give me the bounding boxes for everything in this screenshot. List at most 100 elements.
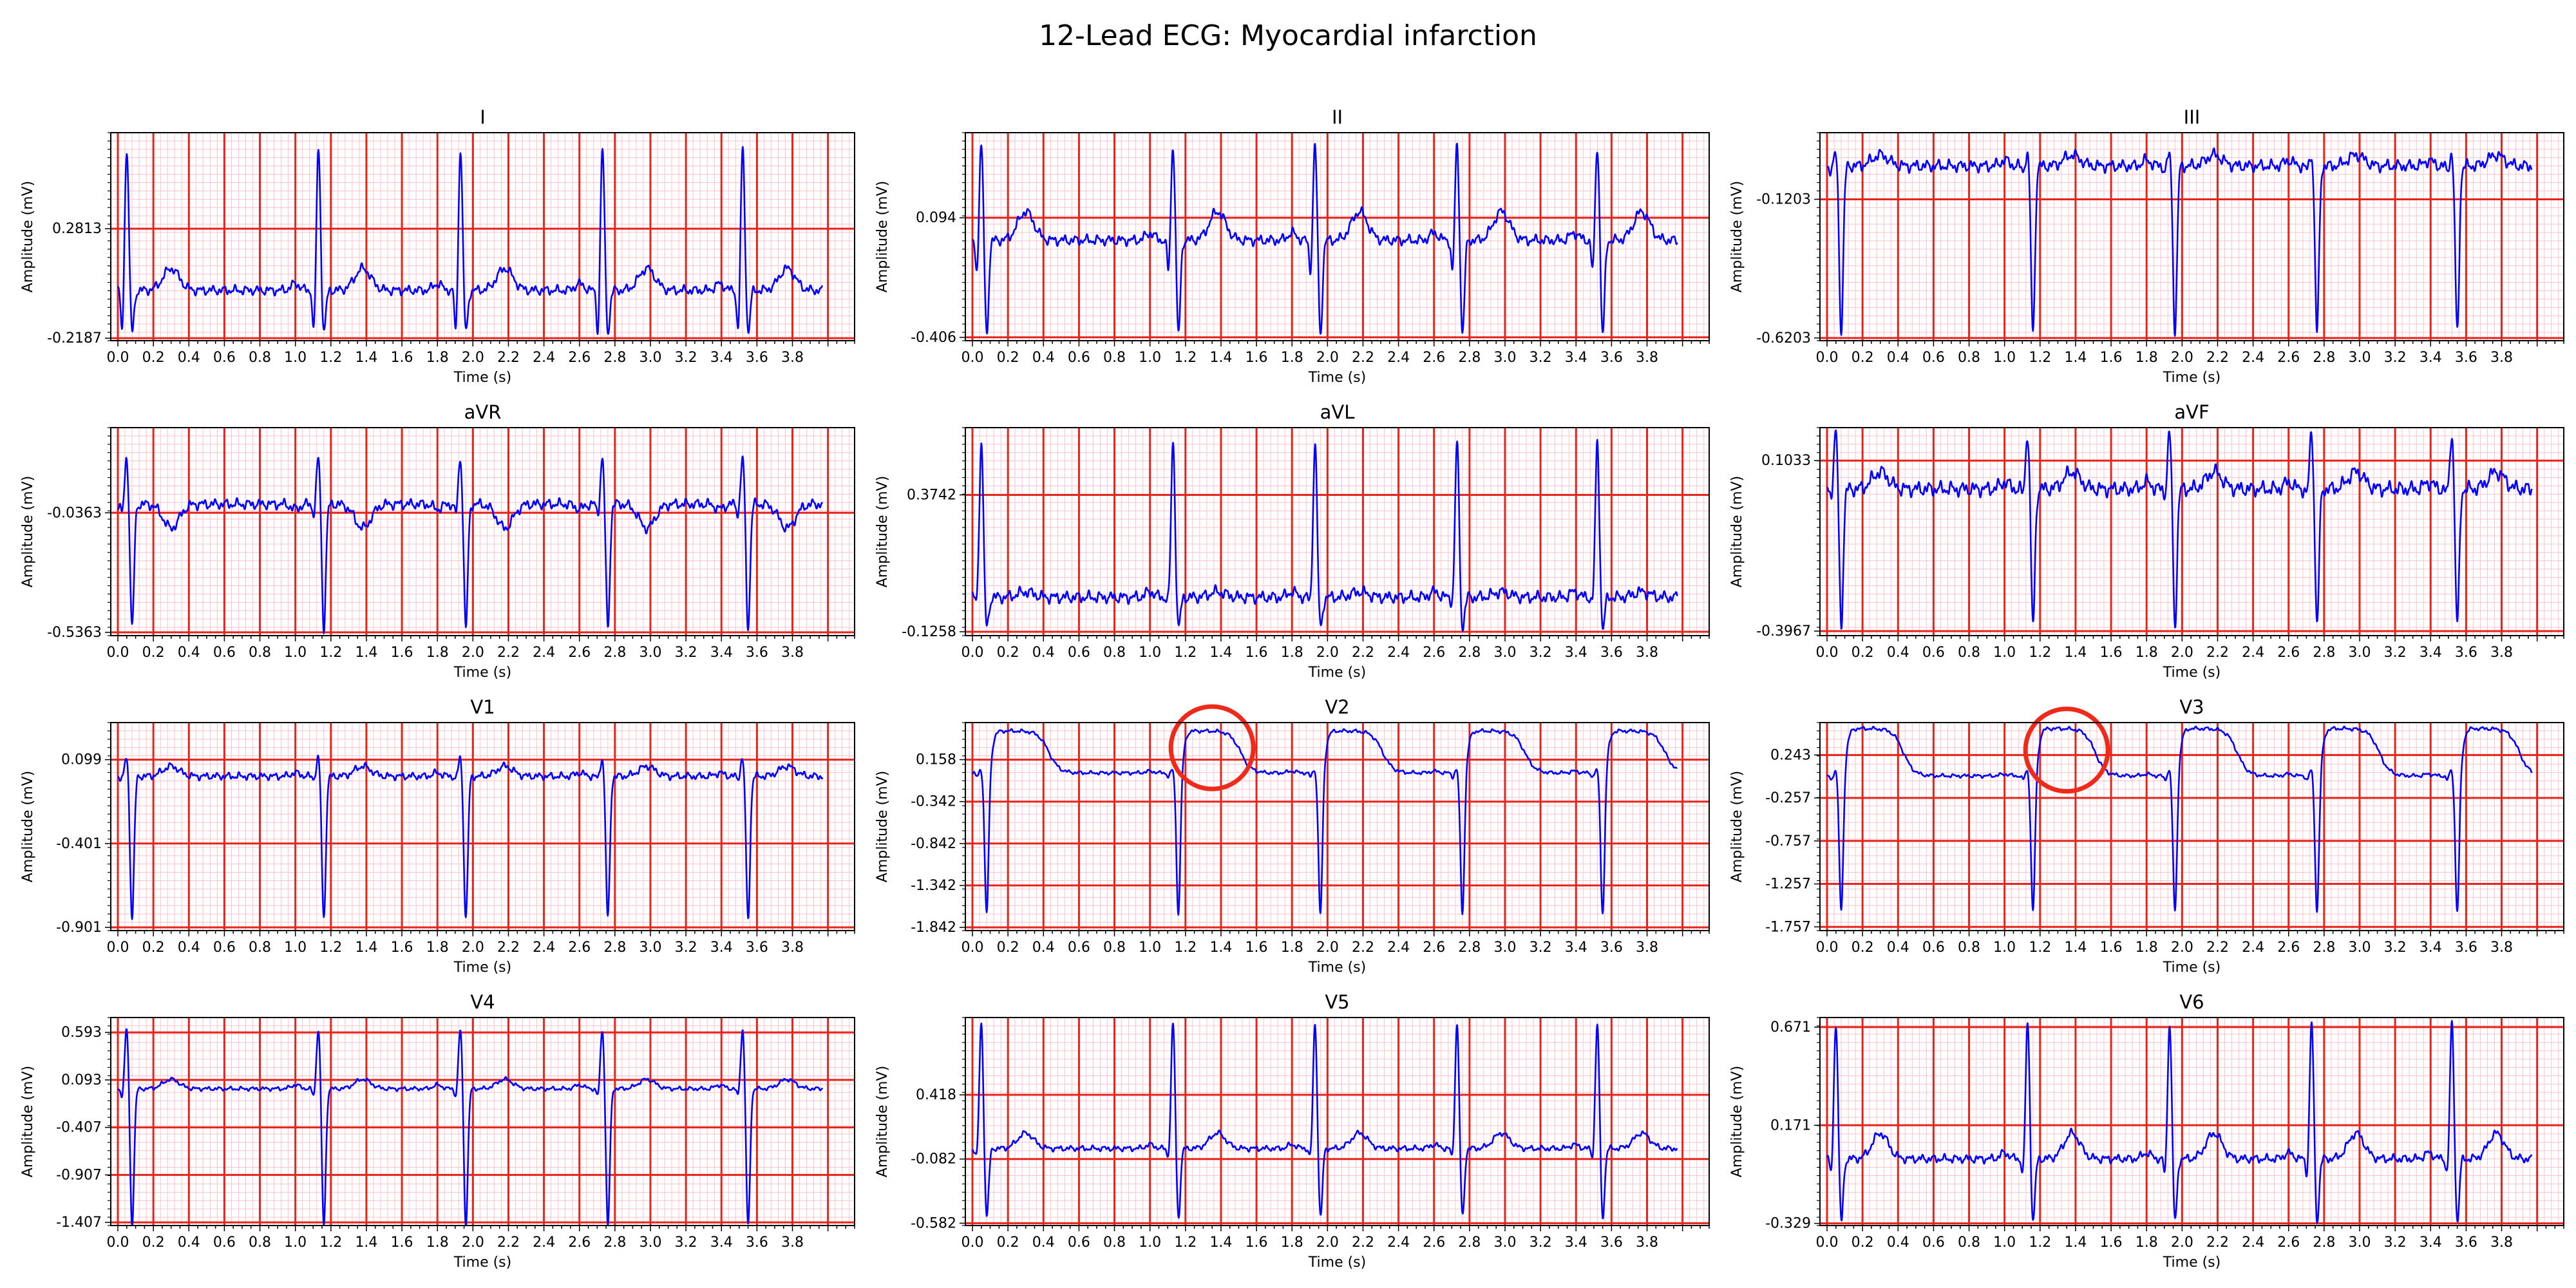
x-axis: 0.0 0.2 0.4 0.6 0.8 1.0 1.2 1.4 1.6 1.8 2.0 2.2 2.4 2… xyxy=(1816,1226,2564,1271)
x-tick-label: 0.0 xyxy=(107,1235,129,1251)
x-tick-label: 0.2 xyxy=(997,645,1019,661)
x-tick-label: 2.6 xyxy=(568,350,591,366)
x-tick-label: 2.8 xyxy=(603,350,626,366)
x-tick-label: 2.8 xyxy=(2313,1235,2335,1251)
x-tick-label: 0.2 xyxy=(142,1235,165,1251)
x-tick-label: 1.8 xyxy=(2136,645,2158,661)
x-tick-label: 1.0 xyxy=(1139,350,1161,366)
x-tick-label: 2.8 xyxy=(2313,940,2335,956)
y-tick-label: -0.3967 xyxy=(1756,623,1811,639)
y-axis: -0.1203-0.6203Amplitude (mV) xyxy=(1729,133,1820,346)
x-axis-label: Time (s) xyxy=(453,960,511,976)
x-tick-label: 3.6 xyxy=(1600,940,1623,956)
y-axis-label: Amplitude (mV) xyxy=(1729,476,1745,587)
y-axis: 0.1033 -0.3967 Amplitude (mV) xyxy=(1729,428,1820,639)
lead-panel-V1: 0.0 0.2 0.4 0.6 0.8 1.0 1.2 1.4 1.6 1.8 2.0 2.2 2.4 2… xyxy=(20,696,855,976)
x-tick-label: 1.2 xyxy=(1174,645,1197,661)
x-tick-label: 1.4 xyxy=(1209,350,1232,366)
y-axis: 0.094 -0.406 Amplitude (mV) xyxy=(875,133,965,346)
x-tick-label: 1.6 xyxy=(2100,645,2123,661)
x-tick-label: 1.2 xyxy=(2029,1235,2051,1251)
lead-panel-III: 0.0 0.2 0.4 0.6 0.8 1.0 1.2 1.4 1.6 1.8 2.0 2.2 2.4 2… xyxy=(1729,106,2564,386)
x-tick-label: 3.2 xyxy=(2384,645,2407,661)
y-axis: 0.158-0.342-0.842-1.342-1.842Amplitude (… xyxy=(875,723,965,936)
x-tick-label: 0.6 xyxy=(213,1235,236,1251)
x-tick-label: 2.6 xyxy=(2277,1235,2300,1251)
x-tick-label: 2.8 xyxy=(603,1235,626,1251)
lead-title: I xyxy=(480,106,486,128)
x-tick-label: 0.8 xyxy=(1958,645,1980,661)
x-tick-label: 0.2 xyxy=(1852,1235,1874,1251)
x-tick-label: 0.4 xyxy=(1887,350,1909,366)
lead-panel-aVR: 0.0 0.2 0.4 0.6 0.8 1.0 1.2 1.4 1.6 1.8 2.0 2.2 2.4 2… xyxy=(20,401,855,681)
x-tick-label: 2.0 xyxy=(1316,350,1339,366)
x-tick-label: 1.2 xyxy=(319,645,342,661)
x-tick-label: 0.2 xyxy=(142,940,165,956)
x-tick-label: 1.8 xyxy=(2136,350,2158,366)
x-tick-label: 0.2 xyxy=(142,350,165,366)
x-tick-label: 0.4 xyxy=(1032,350,1055,366)
x-tick-label: 0.6 xyxy=(1068,645,1090,661)
x-tick-label: 3.4 xyxy=(1565,940,1587,956)
x-tick-label: 3.0 xyxy=(639,1235,661,1251)
x-tick-label: 3.0 xyxy=(1493,1235,1516,1251)
x-tick-label: 1.6 xyxy=(2100,1235,2123,1251)
x-tick-label: 1.2 xyxy=(1174,1235,1197,1251)
x-tick-label: 0.8 xyxy=(1958,350,1980,366)
y-axis: 0.593 0.093 -0.407 -0.907 -1.407 Amplitude (m… xyxy=(20,1018,111,1231)
y-tick-label: 0.671 xyxy=(1770,1019,1811,1036)
x-tick-label: 3.6 xyxy=(1600,350,1623,366)
x-tick-label: 2.4 xyxy=(1387,1235,1410,1251)
x-tick-label: 2.4 xyxy=(1387,645,1410,661)
x-tick-label: 0.2 xyxy=(142,645,165,661)
lead-title: aVL xyxy=(1320,401,1355,423)
x-axis-label: Time (s) xyxy=(1308,960,1366,976)
x-axis-label: Time (s) xyxy=(2163,960,2221,976)
lead-panel-I: 0.0 0.2 0.4 0.6 0.8 1.0 1.2 1.4 1.6 1.8 2.0 2.2 2.4 2… xyxy=(20,106,855,386)
lead-title: aVF xyxy=(2174,401,2209,423)
y-axis: -0.0363-0.5363Amplitude (mV) xyxy=(20,428,111,641)
y-tick-label: 0.593 xyxy=(61,1025,102,1041)
y-tick-label: -0.6203 xyxy=(1756,330,1811,346)
lead-title: V4 xyxy=(470,991,495,1013)
x-tick-label: 1.4 xyxy=(2064,350,2087,366)
x-tick-label: 3.4 xyxy=(1565,350,1587,366)
x-tick-label: 1.0 xyxy=(284,1235,307,1251)
lead-panel-V6: 0.0 0.2 0.4 0.6 0.8 1.0 1.2 1.4 1.6 1.8 2.0 2.2 2.4 2… xyxy=(1729,991,2564,1271)
x-tick-label: 2.8 xyxy=(603,940,626,956)
y-tick-label: -0.1258 xyxy=(902,624,956,640)
y-tick-label: -0.342 xyxy=(911,794,956,810)
y-tick-label: -1.757 xyxy=(1765,919,1811,935)
x-tick-label: 0.0 xyxy=(1816,940,1839,956)
x-tick-label: 3.4 xyxy=(2420,350,2442,366)
x-tick-label: 3.8 xyxy=(2490,940,2513,956)
x-tick-label: 1.0 xyxy=(284,940,307,956)
y-axis: 0.2813 -0.2187 Amplitude (mV) xyxy=(20,133,111,346)
x-axis-label: Time (s) xyxy=(1308,665,1366,681)
x-tick-label: 3.6 xyxy=(2455,1235,2477,1251)
x-tick-label: 2.6 xyxy=(2277,940,2300,956)
x-tick-label: 3.0 xyxy=(1493,350,1516,366)
y-tick-label: -0.2187 xyxy=(47,330,102,346)
x-tick-label: 3.2 xyxy=(1530,1235,1552,1251)
x-axis-label: Time (s) xyxy=(1308,1255,1366,1271)
y-tick-label: -0.0363 xyxy=(47,505,102,521)
x-tick-label: 3.8 xyxy=(781,350,804,366)
x-tick-label: 1.6 xyxy=(1245,1235,1268,1251)
x-tick-label: 1.0 xyxy=(1993,1235,2016,1251)
x-tick-label: 0.6 xyxy=(213,350,236,366)
x-axis: 0.0 0.2 0.4 0.6 0.8 1.0 1.2 1.4 1.6 1.8 2.0 2.2 2.4 2… xyxy=(1816,931,2564,976)
x-tick-label: 3.6 xyxy=(746,645,768,661)
x-tick-label: 3.0 xyxy=(2348,1235,2371,1251)
x-tick-label: 1.0 xyxy=(284,350,307,366)
x-tick-label: 0.6 xyxy=(1922,940,1945,956)
y-axis-label: Amplitude (mV) xyxy=(1729,771,1745,882)
x-tick-label: 0.6 xyxy=(1922,1235,1945,1251)
y-tick-label: 0.1033 xyxy=(1761,453,1811,469)
lead-title: aVR xyxy=(464,401,502,423)
x-tick-label: 1.4 xyxy=(355,940,377,956)
x-axis: 0.0 0.2 0.4 0.6 0.8 1.0 1.2 1.4 1.6 1.8 2.0 2.2 2.4 2… xyxy=(961,931,1709,976)
x-tick-label: 1.0 xyxy=(1139,1235,1161,1251)
x-axis-label: Time (s) xyxy=(453,665,511,681)
x-tick-label: 1.8 xyxy=(426,1235,449,1251)
